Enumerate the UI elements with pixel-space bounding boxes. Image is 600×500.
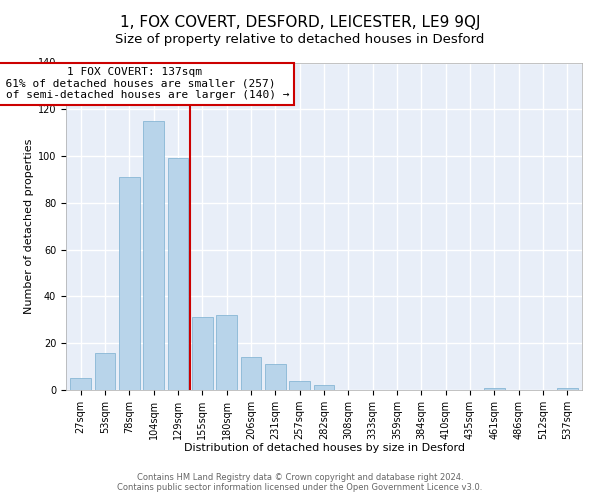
Text: 1 FOX COVERT: 137sqm
← 61% of detached houses are smaller (257)
33% of semi-deta: 1 FOX COVERT: 137sqm ← 61% of detached h… [0, 67, 289, 100]
Bar [167, 158, 188, 390]
Bar [192, 318, 212, 390]
Bar [119, 177, 140, 390]
Text: Size of property relative to detached houses in Desford: Size of property relative to detached ho… [115, 32, 485, 46]
Text: 1, FOX COVERT, DESFORD, LEICESTER, LE9 9QJ: 1, FOX COVERT, DESFORD, LEICESTER, LE9 9… [120, 15, 480, 30]
Y-axis label: Number of detached properties: Number of detached properties [23, 138, 34, 314]
Bar [241, 357, 262, 390]
Text: Contains HM Land Registry data © Crown copyright and database right 2024.
Contai: Contains HM Land Registry data © Crown c… [118, 473, 482, 492]
Bar [289, 380, 310, 390]
Bar [314, 386, 334, 390]
Bar [557, 388, 578, 390]
Bar [70, 378, 91, 390]
X-axis label: Distribution of detached houses by size in Desford: Distribution of detached houses by size … [184, 444, 464, 454]
Bar [216, 315, 237, 390]
Bar [265, 364, 286, 390]
Bar [484, 388, 505, 390]
Bar [95, 352, 115, 390]
Bar [143, 121, 164, 390]
